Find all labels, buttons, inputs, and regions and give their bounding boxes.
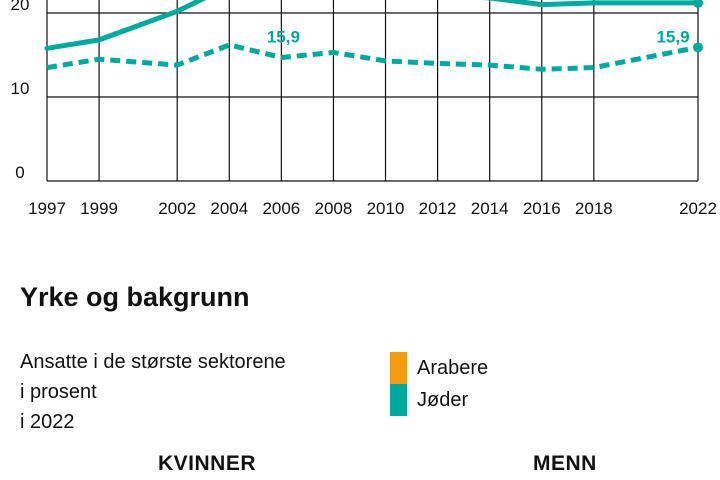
series-line-dashed: [46, 42, 699, 72]
legend-swatch-icon: [390, 384, 407, 416]
y-axis-ticks: 0 10 20: [11, 0, 30, 182]
chart-grid: [46, 0, 699, 182]
series-line-solid: [44, 0, 701, 51]
legend-item-joder: Jøder: [390, 384, 488, 416]
x-tick-label: 2010: [367, 199, 405, 218]
legend-label: Arabere: [417, 356, 489, 379]
section-subtitle: Ansatte i de største sektorene i prosent…: [20, 347, 350, 437]
data-label: 15,9: [656, 27, 689, 46]
subtitle-line: i 2022: [20, 411, 75, 433]
x-tick-label: 2012: [419, 199, 457, 218]
legend-swatch-icon: [390, 352, 407, 384]
y-tick-label: 0: [15, 163, 24, 182]
series-endpoint: [693, 0, 703, 8]
x-axis-ticks: 1997 1999 2002 2004 2006 2008 2010 2012 2014 2016…: [28, 199, 717, 218]
x-tick-label: 2014: [471, 199, 509, 218]
data-label: 15,9: [267, 27, 300, 46]
y-tick-label: 10: [11, 79, 30, 98]
x-tick-label: 2018: [575, 199, 613, 218]
subtitle-line: Ansatte i de største sektorene: [20, 351, 286, 373]
x-tick-label: 2002: [158, 199, 196, 218]
subtitle-line: i prosent: [20, 381, 97, 403]
x-tick-label: 1997: [28, 199, 66, 218]
line-chart: 0 10 20 1997 1999 2002 2004 2006 2008 2010 2012 20…: [11, 0, 717, 218]
x-tick-label: 2016: [523, 199, 561, 218]
y-tick-label: 20: [11, 0, 30, 14]
x-tick-label: 2004: [210, 199, 248, 218]
x-tick-label: 2006: [262, 199, 300, 218]
section-title: Yrke og bakgrunn: [20, 282, 250, 312]
chart-annotations: 15,9 15,9: [267, 27, 690, 46]
column-heading-kvinner: KVINNER: [158, 452, 257, 475]
legend-label: Jøder: [417, 388, 469, 411]
legend: Arabere Jøder: [390, 352, 488, 416]
legend-item-arabere: Arabere: [390, 352, 488, 384]
x-tick-label: 1999: [80, 199, 118, 218]
x-tick-label: 2022: [679, 199, 717, 218]
series-endpoint: [693, 42, 703, 53]
column-heading-menn: MENN: [533, 452, 597, 475]
x-tick-label: 2008: [315, 199, 353, 218]
chart-series: [44, 0, 703, 72]
